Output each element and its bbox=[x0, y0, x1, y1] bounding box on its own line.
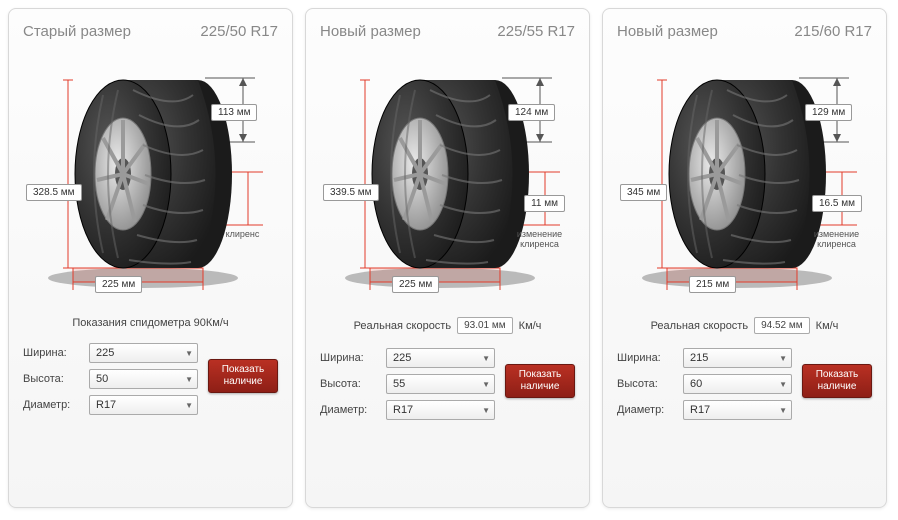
tire-card: Новый размер 215/60 R17 bbox=[602, 8, 887, 508]
chevron-down-icon: ▼ bbox=[185, 375, 193, 384]
speed-text: Реальная скорость bbox=[354, 320, 452, 332]
speed-text: Показания спидометра 90Км/ч bbox=[72, 317, 228, 329]
width-field-label: Ширина: bbox=[23, 347, 83, 359]
speed-unit: Км/ч bbox=[519, 320, 542, 332]
height-field-label: Высота: bbox=[320, 378, 380, 390]
diameter-label: 345 мм bbox=[620, 184, 667, 201]
tire-diagram: 129 мм 345 мм 215 мм 16.5 мм изменение к… bbox=[617, 50, 872, 305]
width-select[interactable]: 215 ▼ bbox=[683, 348, 792, 368]
card-header: Новый размер 215/60 R17 bbox=[617, 23, 872, 40]
show-btn-label: Показать наличие bbox=[209, 364, 277, 388]
speed-unit: Км/ч bbox=[816, 320, 839, 332]
height-field-label: Высота: bbox=[23, 373, 83, 385]
width-label: 225 мм bbox=[392, 276, 439, 293]
clearance-label: 16.5 мм bbox=[812, 195, 862, 212]
card-title: Старый размер bbox=[23, 23, 131, 40]
speed-text: Реальная скорость bbox=[651, 320, 749, 332]
card-title: Новый размер bbox=[320, 23, 421, 40]
fields: Ширина: 225 ▼ Высота: 50 ▼ Диаметр: bbox=[23, 343, 278, 421]
clearance-text: клиренс bbox=[215, 230, 270, 240]
show-btn-label: Показать наличие bbox=[506, 369, 574, 393]
sidewall-label: 124 мм bbox=[508, 104, 555, 121]
clearance-label: 11 мм bbox=[524, 195, 565, 212]
size-spec: 215/60 R17 bbox=[794, 23, 872, 40]
chevron-down-icon: ▼ bbox=[779, 354, 787, 363]
clearance-text: изменение клиренса bbox=[512, 230, 567, 250]
chevron-down-icon: ▼ bbox=[779, 406, 787, 415]
fields: Ширина: 215 ▼ Высота: 60 ▼ Диаметр: bbox=[617, 348, 872, 426]
speed-line: Реальная скорость 93.01 мм Км/ч bbox=[320, 317, 575, 334]
show-availability-button[interactable]: Показать наличие bbox=[208, 359, 278, 393]
height-value: 60 bbox=[690, 378, 702, 390]
diameter-field-label: Диаметр: bbox=[23, 399, 83, 411]
speed-value: 93.01 мм bbox=[457, 317, 513, 334]
diameter-select[interactable]: R17 ▼ bbox=[683, 400, 792, 420]
show-availability-button[interactable]: Показать наличие bbox=[802, 364, 872, 398]
clearance-text: изменение клиренса bbox=[809, 230, 864, 250]
card-header: Старый размер 225/50 R17 bbox=[23, 23, 278, 40]
card-header: Новый размер 225/55 R17 bbox=[320, 23, 575, 40]
card-title: Новый размер bbox=[617, 23, 718, 40]
height-select[interactable]: 55 ▼ bbox=[386, 374, 495, 394]
chevron-down-icon: ▼ bbox=[482, 380, 490, 389]
diameter-value: R17 bbox=[690, 404, 710, 416]
diameter-value: R17 bbox=[96, 399, 116, 411]
width-field-label: Ширина: bbox=[617, 352, 677, 364]
diameter-field-label: Диаметр: bbox=[617, 404, 677, 416]
sidewall-label: 113 мм bbox=[211, 104, 257, 121]
diameter-label: 339.5 мм bbox=[323, 184, 379, 201]
width-label: 215 мм bbox=[689, 276, 736, 293]
tire-diagram: 124 мм 339.5 мм 225 мм 11 мм изменение к… bbox=[320, 50, 575, 305]
width-select[interactable]: 225 ▼ bbox=[386, 348, 495, 368]
fields: Ширина: 225 ▼ Высота: 55 ▼ Диаметр: bbox=[320, 348, 575, 426]
height-select[interactable]: 50 ▼ bbox=[89, 369, 198, 389]
chevron-down-icon: ▼ bbox=[185, 349, 193, 358]
width-label: 225 мм bbox=[95, 276, 142, 293]
chevron-down-icon: ▼ bbox=[185, 401, 193, 410]
diameter-label: 328.5 мм bbox=[26, 184, 82, 201]
chevron-down-icon: ▼ bbox=[482, 406, 490, 415]
tire-card: Новый размер 225/55 R17 bbox=[305, 8, 590, 508]
size-spec: 225/55 R17 bbox=[497, 23, 575, 40]
sidewall-label: 129 мм bbox=[805, 104, 852, 121]
diameter-select[interactable]: R17 ▼ bbox=[89, 395, 198, 415]
speed-value: 94.52 мм bbox=[754, 317, 810, 334]
diameter-select[interactable]: R17 ▼ bbox=[386, 400, 495, 420]
chevron-down-icon: ▼ bbox=[779, 380, 787, 389]
size-spec: 225/50 R17 bbox=[200, 23, 278, 40]
width-select[interactable]: 225 ▼ bbox=[89, 343, 198, 363]
height-value: 50 bbox=[96, 373, 108, 385]
diameter-field-label: Диаметр: bbox=[320, 404, 380, 416]
tire-diagram: 113 мм 328.5 мм 225 мм клиренс bbox=[23, 50, 278, 305]
width-field-label: Ширина: bbox=[320, 352, 380, 364]
show-btn-label: Показать наличие bbox=[803, 369, 871, 393]
chevron-down-icon: ▼ bbox=[482, 354, 490, 363]
speed-line: Показания спидометра 90Км/ч bbox=[23, 317, 278, 329]
show-availability-button[interactable]: Показать наличие bbox=[505, 364, 575, 398]
speed-line: Реальная скорость 94.52 мм Км/ч bbox=[617, 317, 872, 334]
height-value: 55 bbox=[393, 378, 405, 390]
tire-card: Старый размер 225/50 R17 bbox=[8, 8, 293, 508]
height-field-label: Высота: bbox=[617, 378, 677, 390]
width-value: 225 bbox=[96, 347, 114, 359]
width-value: 215 bbox=[690, 352, 708, 364]
diameter-value: R17 bbox=[393, 404, 413, 416]
height-select[interactable]: 60 ▼ bbox=[683, 374, 792, 394]
width-value: 225 bbox=[393, 352, 411, 364]
